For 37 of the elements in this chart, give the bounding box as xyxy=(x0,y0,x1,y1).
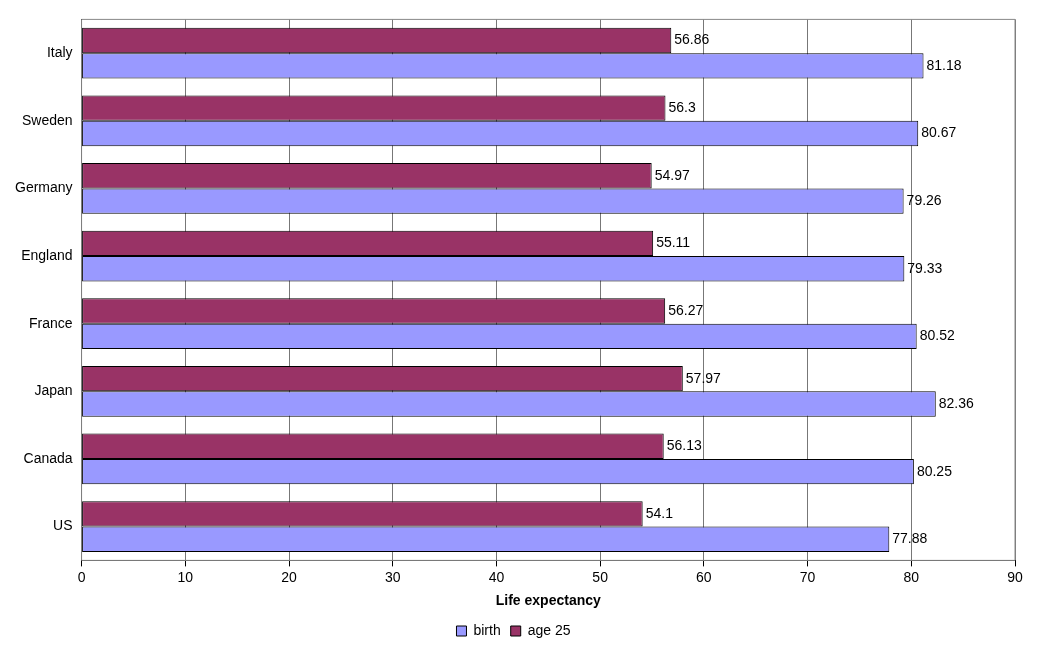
data-label: 56.27 xyxy=(668,301,704,318)
y-tick-label: France xyxy=(28,314,73,331)
x-tick-label: 80 xyxy=(903,568,920,585)
data-label: 80.67 xyxy=(921,124,957,141)
data-label: 55.11 xyxy=(656,234,691,251)
data-label: 54.1 xyxy=(645,504,674,521)
x-tick-label: 50 xyxy=(592,568,609,585)
data-label: 56.86 xyxy=(674,31,710,48)
x-tick-label: 30 xyxy=(384,568,401,585)
y-tick-label: Canada xyxy=(23,449,73,466)
x-tick-label: 0 xyxy=(77,568,86,585)
data-label: 79.26 xyxy=(906,192,942,208)
x-tick-label: 90 xyxy=(1007,568,1023,585)
y-tick-label: US xyxy=(53,517,73,534)
x-tick-label: 40 xyxy=(488,568,505,585)
y-tick-label: Sweden xyxy=(21,111,73,128)
y-tick-label: England xyxy=(21,246,73,263)
data-label: 80.25 xyxy=(916,462,953,479)
x-tick-label: 10 xyxy=(177,568,194,585)
y-tick-label: Italy xyxy=(46,44,73,61)
data-label: 54.97 xyxy=(654,166,690,183)
x-tick-label: 70 xyxy=(799,568,816,585)
data-label: 82.36 xyxy=(938,394,975,411)
legend-label: birth xyxy=(473,621,501,638)
data-label: 79.33 xyxy=(907,259,943,276)
y-tick-label: Germany xyxy=(14,179,73,196)
x-axis-title: Life expectancy xyxy=(495,592,602,609)
y-tick-label: Japan xyxy=(34,382,73,399)
data-label: 56.13 xyxy=(666,437,702,454)
legend-label: age 25 xyxy=(527,621,571,638)
data-label: 77.88 xyxy=(892,530,928,547)
data-label: 80.52 xyxy=(919,327,955,344)
x-tick-label: 20 xyxy=(281,568,297,585)
x-tick-label: 60 xyxy=(696,568,712,585)
data-label: 57.97 xyxy=(685,369,722,386)
data-label: 81.18 xyxy=(926,56,962,73)
data-label: 56.3 xyxy=(668,99,696,116)
